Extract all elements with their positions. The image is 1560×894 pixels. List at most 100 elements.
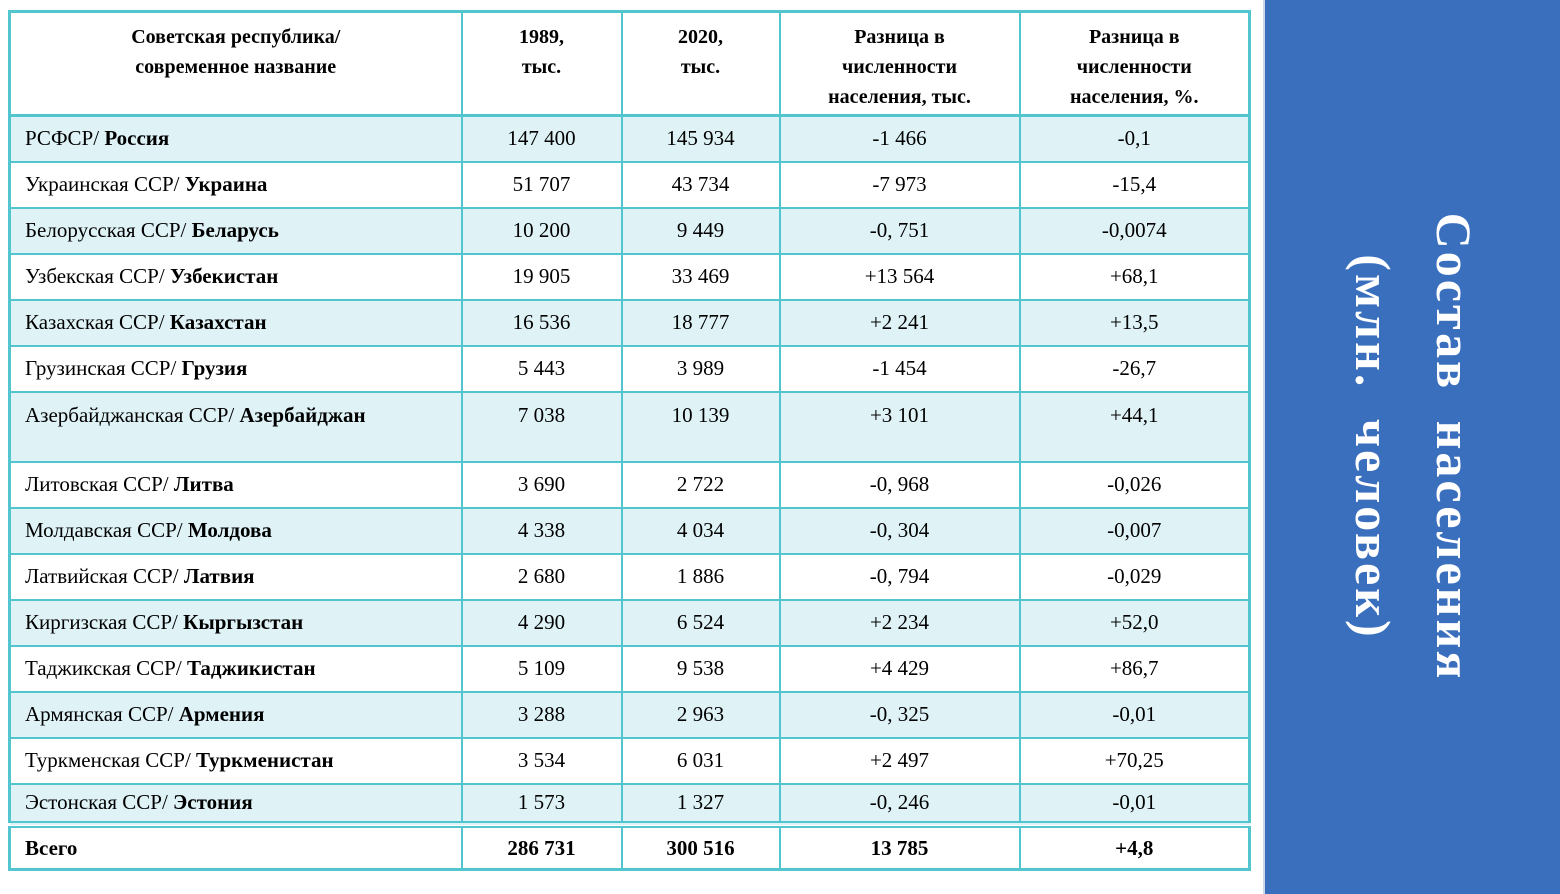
cell-republic: Узбекская ССР/ Узбекистан — [8, 252, 463, 301]
cell-2020: 43 734 — [620, 160, 781, 209]
cell-1989: 19 905 — [460, 252, 623, 301]
cell-diff: -0, 968 — [778, 460, 1021, 509]
soviet-name: Азербайджанская ССР/ — [25, 402, 240, 427]
cell-diff: -0, 325 — [778, 690, 1021, 739]
cell-1989: 4 290 — [460, 598, 623, 647]
modern-name: Казахстан — [169, 310, 267, 334]
soviet-name: Туркменская ССР/ — [25, 748, 197, 772]
cell-republic: Азербайджанская ССР/ Азербайджан — [8, 390, 463, 463]
cell-diff: -1 454 — [778, 344, 1021, 393]
soviet-name: Армянская ССР/ — [25, 702, 179, 726]
table-row: Армянская ССР/ Армения 3 288 2 963 -0, 3… — [8, 690, 1251, 739]
cell-pct: -0,01 — [1018, 690, 1251, 739]
cell-republic: Казахская ССР/ Казахстан — [8, 298, 463, 347]
modern-name: Узбекистан — [169, 264, 279, 288]
table-row: Молдавская ССР/ Молдова 4 338 4 034 -0, … — [8, 506, 1251, 555]
cell-diff: +13 564 — [778, 252, 1021, 301]
cell-1989: 10 200 — [460, 206, 623, 255]
table-row: Грузинская ССР/ Грузия 5 443 3 989 -1 45… — [8, 344, 1251, 393]
cell-diff: -0, 751 — [778, 206, 1021, 255]
header-cell-diff-thousands: Разница в численности населения, тыс. — [778, 10, 1021, 117]
table-row: Белорусская ССР/ Беларусь 10 200 9 449 -… — [8, 206, 1251, 255]
modern-name: Украина — [184, 172, 268, 196]
header-cell-diff-percent: Разница в численности населения, %. — [1018, 10, 1251, 117]
cell-pct: -0,01 — [1018, 782, 1251, 826]
cell-republic: РСФСР/ Россия — [8, 114, 463, 163]
modern-name: Литва — [173, 472, 234, 496]
modern-name: Грузия — [181, 356, 248, 380]
cell-republic: Латвийская ССР/ Латвия — [8, 552, 463, 601]
cell-1989: 4 338 — [460, 506, 623, 555]
modern-name: Россия — [104, 126, 170, 151]
cell-diff: +4 429 — [778, 644, 1021, 693]
cell-2020: 2 722 — [620, 460, 781, 509]
soviet-name: Таджикская ССР/ — [25, 656, 187, 680]
population-table-container: Советская республика/ современное назван… — [8, 10, 1251, 871]
header-cell-republic: Советская республика/ современное назван… — [8, 10, 463, 117]
cell-2020: 2 963 — [620, 690, 781, 739]
cell-diff: +2 234 — [778, 598, 1021, 647]
cell-pct: -26,7 — [1018, 344, 1251, 393]
cell-1989: 16 536 — [460, 298, 623, 347]
cell-diff: +2 497 — [778, 736, 1021, 785]
cell-republic: Литовская ССР/ Литва — [8, 460, 463, 509]
header-cell-1989: 1989, тыс. — [460, 10, 623, 117]
cell-republic: Киргизская ССР/ Кыргызстан — [8, 598, 463, 647]
cell-diff: +3 101 — [778, 390, 1021, 463]
modern-name: Молдова — [187, 518, 272, 542]
cell-2020: 18 777 — [620, 298, 781, 347]
cell-2020: 9 449 — [620, 206, 781, 255]
modern-name: Армения — [178, 702, 265, 726]
sidebar-title-line2: (млн. человек) — [1344, 254, 1401, 640]
cell-1989: 3 534 — [460, 736, 623, 785]
cell-pct: +52,0 — [1018, 598, 1251, 647]
modern-name: Туркменистан — [196, 748, 334, 772]
cell-1989: 51 707 — [460, 160, 623, 209]
soviet-name: Литовская ССР/ — [25, 472, 174, 496]
cell-2020: 9 538 — [620, 644, 781, 693]
cell-pct: -0,007 — [1018, 506, 1251, 555]
soviet-name: Белорусская ССР/ — [25, 218, 192, 242]
cell-diff: -7 973 — [778, 160, 1021, 209]
modern-name: Латвия — [183, 564, 255, 588]
cell-pct: -0,0074 — [1018, 206, 1251, 255]
table-row: Латвийская ССР/ Латвия 2 680 1 886 -0, 7… — [8, 552, 1251, 601]
modern-name: Беларусь — [191, 218, 279, 242]
table-row: Азербайджанская ССР/ Азербайджан 7 038 1… — [8, 390, 1251, 463]
cell-pct: +13,5 — [1018, 298, 1251, 347]
table-row: РСФСР/ Россия 147 400 145 934 -1 466 -0,… — [8, 114, 1251, 163]
modern-name: Кыргызстан — [183, 610, 304, 634]
table-row: Узбекская ССР/ Узбекистан 19 905 33 469 … — [8, 252, 1251, 301]
table-row: Литовская ССР/ Литва 3 690 2 722 -0, 968… — [8, 460, 1251, 509]
cell-republic: Армянская ССР/ Армения — [8, 690, 463, 739]
cell-republic: Таджикская ССР/ Таджикистан — [8, 644, 463, 693]
cell-2020: 6 031 — [620, 736, 781, 785]
soviet-name: Грузинская ССР/ — [25, 356, 182, 380]
soviet-name: Узбекская ССР/ — [25, 264, 170, 288]
sidebar-title-line1: Состав населения — [1425, 212, 1482, 682]
sidebar-vertical-title: Состав населения (млн. человек) — [1332, 213, 1494, 682]
table-row: Эстонская ССР/ Эстония 1 573 1 327 -0, 2… — [8, 782, 1251, 826]
soviet-name: Киргизская ССР/ — [25, 610, 184, 634]
soviet-name: РСФСР/ — [25, 126, 105, 151]
soviet-name: Молдавская ССР/ — [25, 518, 188, 542]
cell-diff: -0, 246 — [778, 782, 1021, 826]
cell-diff: +2 241 — [778, 298, 1021, 347]
cell-2020: 10 139 — [620, 390, 781, 463]
cell-republic: Белорусская ССР/ Беларусь — [8, 206, 463, 255]
header-row: Советская республика/ современное назван… — [8, 10, 1251, 117]
sidebar-panel: Состав населения (млн. человек) — [1263, 0, 1560, 894]
cell-republic: Украинская ССР/ Украина — [8, 160, 463, 209]
cell-2020: 1 886 — [620, 552, 781, 601]
cell-total-pct: +4,8 — [1018, 821, 1251, 871]
modern-name: Эстония — [173, 790, 253, 815]
table-row: Таджикская ССР/ Таджикистан 5 109 9 538 … — [8, 644, 1251, 693]
cell-total-label: Всего — [8, 821, 463, 871]
cell-pct: -0,029 — [1018, 552, 1251, 601]
cell-2020: 145 934 — [620, 114, 781, 163]
cell-1989: 5 443 — [460, 344, 623, 393]
cell-pct: -15,4 — [1018, 160, 1251, 209]
cell-2020: 4 034 — [620, 506, 781, 555]
population-table: Советская республика/ современное назван… — [8, 10, 1251, 871]
